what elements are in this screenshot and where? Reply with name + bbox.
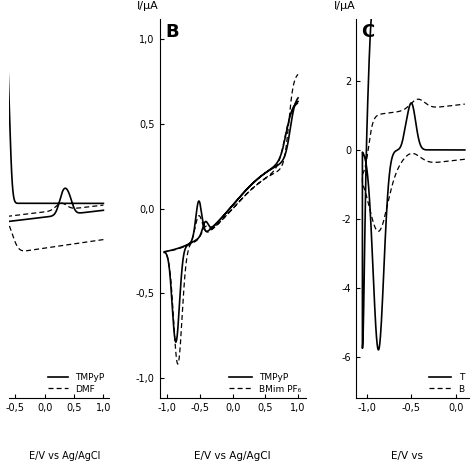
Legend: TMPyP, DMF: TMPyP, DMF bbox=[48, 373, 105, 393]
X-axis label: E/V vs Ag/AgCl: E/V vs Ag/AgCl bbox=[28, 451, 100, 461]
Text: B: B bbox=[165, 23, 179, 41]
X-axis label: E/V vs Ag/AgCl: E/V vs Ag/AgCl bbox=[194, 451, 271, 461]
Legend: TMPyP, BMim PF₆: TMPyP, BMim PF₆ bbox=[229, 373, 301, 393]
Legend: T, B: T, B bbox=[429, 373, 465, 393]
Text: C: C bbox=[361, 23, 374, 41]
Y-axis label: I/μA: I/μA bbox=[334, 1, 356, 11]
Y-axis label: I/μA: I/μA bbox=[137, 1, 159, 11]
X-axis label: E/V vs: E/V vs bbox=[391, 451, 423, 461]
